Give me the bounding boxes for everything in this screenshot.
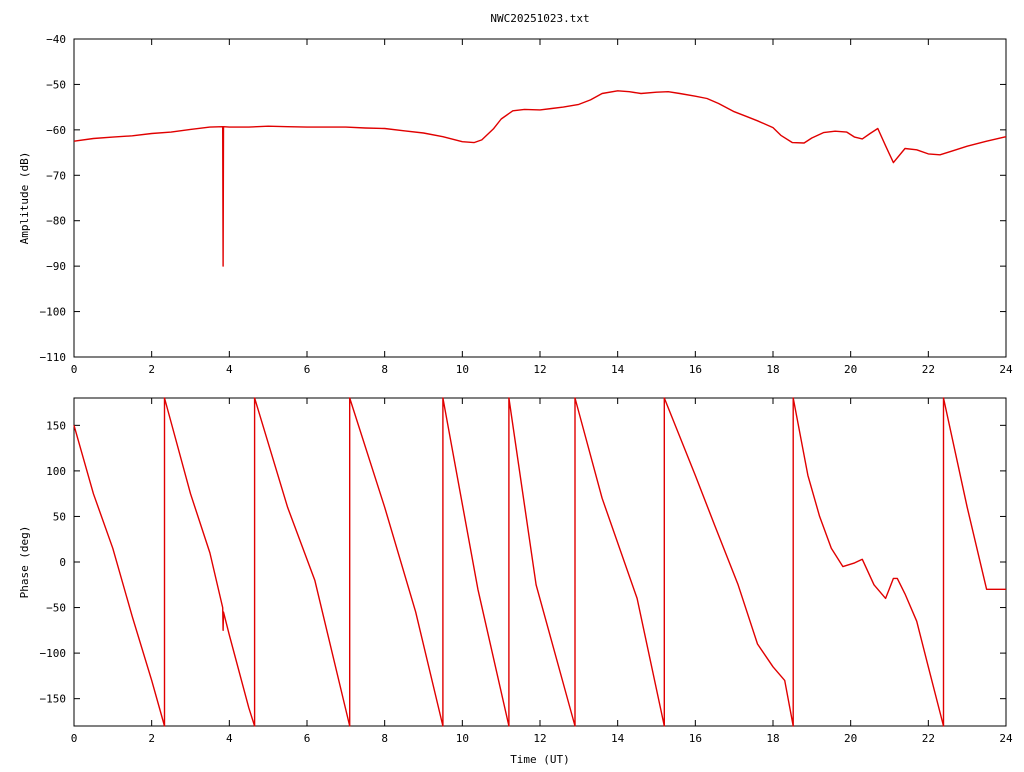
chart-panels: 0 2 4 6 8 10 12 14 16 18 20 22 24−110−100−90−80−70−6… [18, 33, 1013, 766]
phase-x-tick-label: 22 [922, 732, 935, 745]
phase-y-tick-label: −50 [46, 602, 66, 615]
phase-x-tick-label: 10 [456, 732, 469, 745]
amplitude-x-tick-label: 6 [304, 363, 311, 376]
amplitude-y-tick-label: −60 [46, 124, 66, 137]
amplitude-x-tick-label: 8 [381, 363, 388, 376]
amplitude-x-tick-label: 12 [533, 363, 546, 376]
amplitude-y-tick-label: −110 [40, 351, 67, 364]
phase-x-tick-label: 16 [689, 732, 702, 745]
phase-x-tick-label: 24 [999, 732, 1013, 745]
amplitude-panel: 0 2 4 6 8 10 12 14 16 18 20 22 24−110−100−90−80−70−6… [18, 33, 1013, 376]
phase-x-axis-label: Time (UT) [510, 753, 570, 766]
amplitude-x-tick-label: 0 [71, 363, 78, 376]
phase-y-tick-label: −100 [40, 647, 67, 660]
phase-y-tick-label: 100 [46, 465, 66, 478]
amplitude-y-tick-label: −80 [46, 215, 66, 228]
phase-x-tick-label: 6 [304, 732, 311, 745]
chart-title: NWC20251023.txt [490, 12, 589, 25]
amplitude-x-tick-label: 16 [689, 363, 702, 376]
amplitude-y-tick-label: −90 [46, 260, 66, 273]
phase-panel: 0 2 4 6 8 10 12 14 16 18 20 22 24−150−100−5005010015… [18, 397, 1013, 766]
phase-y-tick-label: 50 [53, 510, 66, 523]
phase-y-tick-label: 150 [46, 419, 66, 432]
phase-x-tick-label: 4 [226, 732, 233, 745]
amplitude-x-tick-label: 20 [844, 363, 857, 376]
phase-plot-frame [73, 397, 1007, 727]
phase-x-tick-label: 18 [766, 732, 779, 745]
amplitude-x-tick-label: 24 [999, 363, 1013, 376]
amplitude-x-tick-label: 4 [226, 363, 233, 376]
amplitude-y-tick-label: −100 [40, 306, 67, 319]
amplitude-x-tick-label: 18 [766, 363, 779, 376]
phase-x-tick-label: 8 [381, 732, 388, 745]
amplitude-y-axis-label: Amplitude (dB) [18, 152, 31, 245]
phase-y-tick-label: −150 [40, 693, 67, 706]
amplitude-y-tick-label: −40 [46, 33, 66, 46]
phase-y-tick-label: 0 [59, 556, 66, 569]
phase-x-tick-label: 0 [71, 732, 78, 745]
amplitude-series-line [73, 90, 1007, 267]
phase-x-tick-label: 20 [844, 732, 857, 745]
phase-x-tick-label: 2 [148, 732, 155, 745]
amplitude-y-tick-label: −70 [46, 169, 66, 182]
phase-series-line [73, 397, 1006, 727]
amplitude-x-tick-label: 14 [611, 363, 625, 376]
phase-x-tick-label: 12 [533, 732, 546, 745]
amplitude-y-tick-label: −50 [46, 78, 66, 91]
phase-y-axis-label: Phase (deg) [18, 526, 31, 599]
phase-x-tick-label: 14 [611, 732, 625, 745]
amplitude-x-tick-label: 2 [148, 363, 155, 376]
amplitude-plot-frame [73, 38, 1007, 358]
amplitude-x-tick-label: 22 [922, 363, 935, 376]
amplitude-x-tick-label: 10 [456, 363, 469, 376]
